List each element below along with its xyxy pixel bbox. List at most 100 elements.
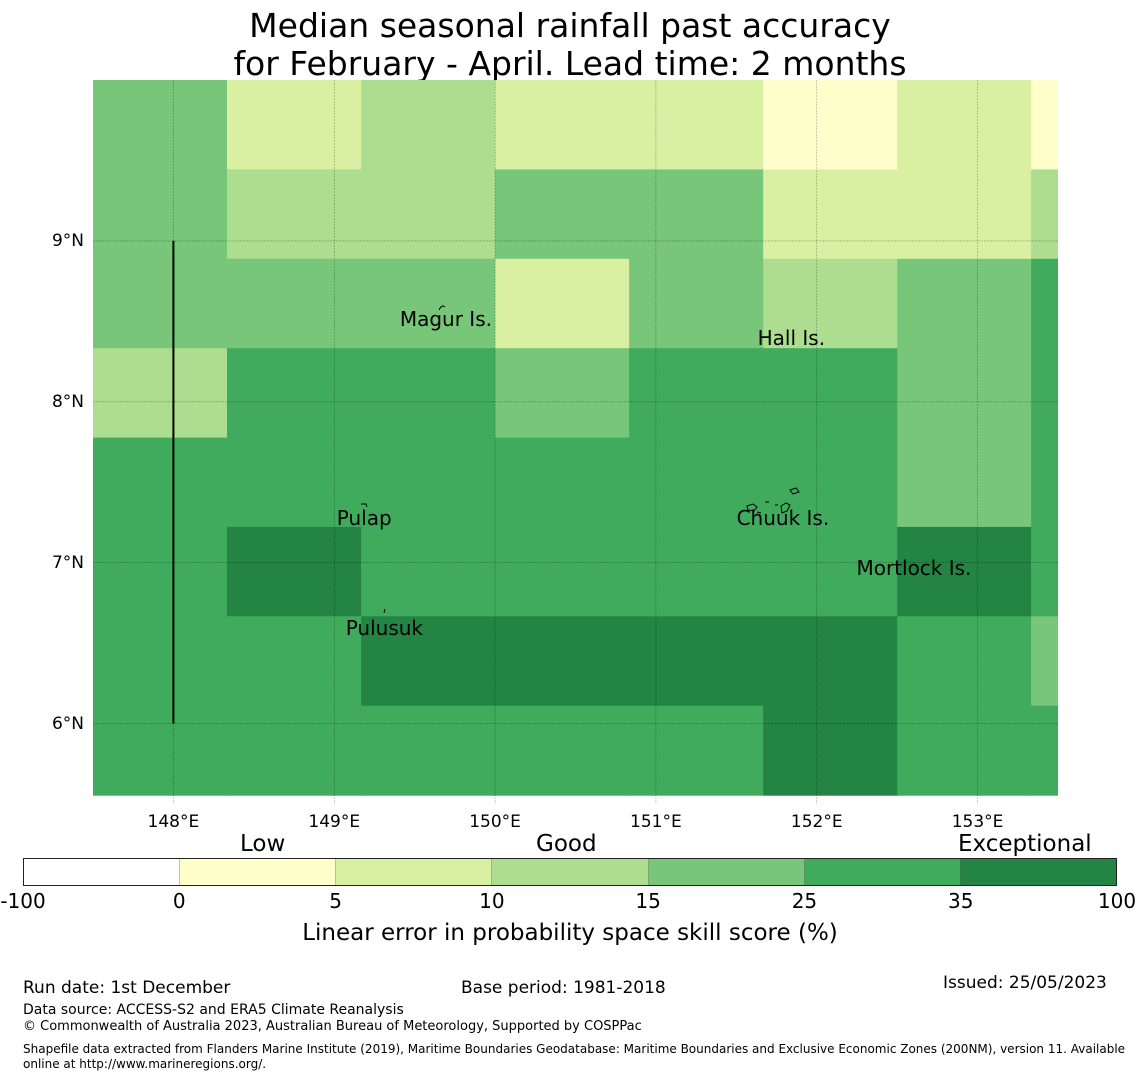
skill-cells xyxy=(93,80,1058,796)
colorbar-tick-label: 0 xyxy=(172,889,186,913)
latitude-tick-label: 8°N xyxy=(51,391,84,412)
latitude-tick-label: 7°N xyxy=(51,552,84,573)
skill-cell xyxy=(495,258,630,349)
skill-cell xyxy=(93,258,228,349)
colorbar-axis-label: Linear error in probability space skill … xyxy=(302,920,838,946)
skill-cell xyxy=(93,526,228,617)
skill-cell xyxy=(361,258,496,349)
skill-cell xyxy=(629,616,764,707)
skill-cell xyxy=(227,526,362,617)
colorbar-tick-label: 10 xyxy=(479,889,505,913)
base-period: Base period: 1981-2018 xyxy=(461,978,666,998)
category-good-label: Good xyxy=(536,831,597,857)
skill-cell xyxy=(227,616,362,707)
skill-cell xyxy=(227,80,362,170)
chuuk-island-outline xyxy=(746,487,800,514)
skill-cell xyxy=(629,258,764,349)
skill-cell xyxy=(897,258,1032,349)
skill-cell xyxy=(763,616,898,707)
longitude-tick-label: 150°E xyxy=(469,812,521,832)
skill-cell xyxy=(763,437,898,528)
skill-cell xyxy=(897,616,1032,707)
skill-cell xyxy=(495,169,630,260)
category-low-label: Low xyxy=(240,831,286,857)
skill-cell xyxy=(1031,348,1058,439)
skill-cell xyxy=(93,80,228,170)
skill-cell xyxy=(763,258,898,349)
magur-island-outline xyxy=(438,305,446,311)
skill-cell xyxy=(361,616,496,707)
skill-cell xyxy=(1031,169,1058,260)
place-label: Mortlock Is. xyxy=(856,555,972,580)
skill-cell xyxy=(495,526,630,617)
latitude-tick-label: 9°N xyxy=(51,230,84,251)
skill-cell xyxy=(361,169,496,260)
colorbar-tick-label: 15 xyxy=(635,889,661,913)
longitude-tick-label: 151°E xyxy=(630,812,682,832)
skill-cell xyxy=(763,80,898,170)
skill-cell xyxy=(629,348,764,439)
issued-date: Issued: 25/05/2023 xyxy=(943,973,1107,993)
skill-cell xyxy=(227,258,362,349)
category-exceptional-label: Exceptional xyxy=(958,831,1092,857)
pulusuk-island-outline xyxy=(383,608,386,614)
place-label: Pulusuk xyxy=(345,615,423,640)
colorbar-segment xyxy=(492,859,649,885)
colorbar-segment xyxy=(336,859,493,885)
place-label: Magur Is. xyxy=(399,307,492,332)
skill-cell xyxy=(227,348,362,439)
colorbar-segment xyxy=(180,859,337,885)
skill-cell xyxy=(495,616,630,707)
skill-map-canvas xyxy=(93,80,1058,804)
skill-cell xyxy=(1031,437,1058,528)
copyright-notice: © Commonwealth of Australia 2023, Austra… xyxy=(23,1019,642,1034)
skill-cell xyxy=(361,437,496,528)
skill-cell xyxy=(1031,258,1058,349)
data-source: Data source: ACCESS-S2 and ERA5 Climate … xyxy=(23,1002,404,1018)
run-date: Run date: 1st December xyxy=(23,978,231,998)
map-title-line-2: for February - April. Lead time: 2 month… xyxy=(233,44,907,83)
longitude-tick-label: 153°E xyxy=(951,812,1004,832)
skill-cell xyxy=(93,437,228,528)
colorbar-tick-label: -100 xyxy=(0,889,46,913)
skill-cell xyxy=(1031,616,1058,707)
colorbar-tick-label: 35 xyxy=(947,889,974,913)
skill-cell xyxy=(629,705,764,796)
colorbar-tick-label: 5 xyxy=(329,889,342,913)
place-label: Hall Is. xyxy=(757,325,826,350)
skill-cell xyxy=(227,705,362,796)
skill-cell xyxy=(763,526,898,617)
skill-cell xyxy=(1031,526,1058,617)
skill-cell xyxy=(93,705,228,796)
colorbar-segment xyxy=(960,859,1116,885)
colorbar xyxy=(23,858,1117,886)
skill-cell xyxy=(897,169,1032,260)
skill-cell xyxy=(495,437,630,528)
skill-cell xyxy=(93,348,228,439)
colorbar-tick-label: 100 xyxy=(1097,889,1137,913)
skill-cell xyxy=(361,80,496,170)
skill-cell xyxy=(897,437,1032,528)
skill-map xyxy=(93,80,1058,804)
skill-cell xyxy=(1031,705,1058,796)
colorbar-segment xyxy=(648,859,805,885)
skill-cell xyxy=(495,705,630,796)
skill-cell xyxy=(629,437,764,528)
skill-cell xyxy=(763,169,898,260)
skill-cell xyxy=(227,437,362,528)
skill-cell xyxy=(227,169,362,260)
skill-cell xyxy=(763,348,898,439)
skill-cell xyxy=(361,526,496,617)
skill-cell xyxy=(361,705,496,796)
colorbar-segment xyxy=(804,859,961,885)
colorbar-segment xyxy=(24,859,181,885)
skill-cell xyxy=(897,705,1032,796)
shapefile-credit: Shapefile data extracted from Flanders M… xyxy=(23,1042,1126,1071)
skill-cell xyxy=(1031,80,1058,170)
latitude-tick-label: 6°N xyxy=(51,713,84,734)
skill-cell xyxy=(495,80,630,170)
skill-cell xyxy=(897,526,1032,617)
island-outlines xyxy=(361,305,800,614)
skill-cell xyxy=(93,616,228,707)
skill-cell xyxy=(629,169,764,260)
